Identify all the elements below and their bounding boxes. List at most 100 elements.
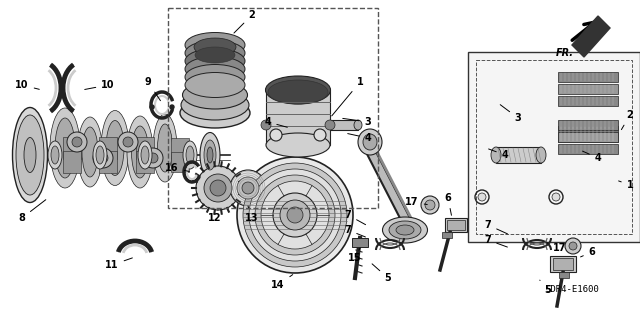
Text: 13: 13: [245, 206, 259, 223]
Bar: [558, 126, 618, 142]
Text: 10: 10: [84, 80, 115, 90]
Text: 7: 7: [344, 225, 365, 237]
Circle shape: [565, 238, 581, 254]
Circle shape: [270, 129, 282, 141]
Circle shape: [314, 129, 326, 141]
Ellipse shape: [389, 221, 421, 239]
Circle shape: [478, 193, 486, 201]
Text: 5: 5: [372, 264, 392, 283]
Text: 4: 4: [582, 151, 602, 163]
Ellipse shape: [48, 141, 62, 169]
Text: 14: 14: [271, 275, 292, 290]
Ellipse shape: [185, 64, 245, 90]
Ellipse shape: [200, 132, 220, 177]
Text: 7: 7: [484, 235, 508, 247]
Text: 3: 3: [343, 117, 371, 127]
Circle shape: [421, 196, 439, 214]
Ellipse shape: [141, 146, 149, 164]
Ellipse shape: [153, 114, 177, 182]
Text: 2: 2: [234, 10, 255, 33]
Circle shape: [150, 105, 154, 109]
Text: SDR4-E1600: SDR4-E1600: [545, 286, 599, 294]
Bar: [445, 218, 467, 232]
Bar: [266, 90, 330, 145]
Ellipse shape: [266, 133, 330, 157]
Circle shape: [123, 137, 133, 147]
Ellipse shape: [106, 121, 124, 175]
Text: FR.: FR.: [556, 48, 574, 58]
Circle shape: [287, 207, 303, 223]
Ellipse shape: [51, 146, 59, 164]
Circle shape: [237, 157, 353, 273]
Ellipse shape: [185, 41, 245, 65]
Bar: [553, 258, 573, 270]
Bar: [171, 138, 189, 158]
Text: 15: 15: [348, 248, 362, 263]
Ellipse shape: [540, 219, 570, 237]
Ellipse shape: [358, 129, 382, 155]
Bar: [558, 84, 618, 94]
Bar: [442, 232, 452, 238]
Text: 4: 4: [348, 133, 371, 143]
Bar: [550, 256, 576, 272]
Ellipse shape: [363, 134, 377, 150]
Bar: [558, 132, 618, 142]
Bar: [99, 137, 117, 159]
Bar: [352, 238, 368, 247]
Ellipse shape: [207, 147, 213, 163]
Text: 8: 8: [19, 200, 46, 223]
Text: 6: 6: [580, 247, 595, 257]
Circle shape: [237, 177, 259, 199]
Bar: [99, 151, 117, 173]
Circle shape: [552, 193, 560, 201]
Ellipse shape: [185, 48, 245, 73]
Ellipse shape: [127, 116, 153, 188]
Ellipse shape: [55, 118, 75, 178]
Text: 4: 4: [488, 149, 508, 160]
Bar: [447, 220, 465, 230]
Bar: [558, 96, 618, 106]
Circle shape: [143, 148, 163, 168]
Ellipse shape: [268, 80, 328, 104]
Bar: [496, 147, 541, 163]
Text: 17: 17: [548, 243, 567, 253]
Text: 2: 2: [621, 110, 634, 130]
Polygon shape: [572, 16, 610, 57]
Circle shape: [230, 170, 266, 206]
Ellipse shape: [13, 108, 47, 203]
Circle shape: [243, 163, 347, 267]
Text: 11: 11: [105, 258, 132, 270]
Circle shape: [261, 181, 329, 249]
Circle shape: [255, 175, 335, 255]
Text: 1: 1: [619, 180, 634, 190]
Ellipse shape: [183, 141, 197, 169]
Text: 9: 9: [145, 77, 161, 101]
Ellipse shape: [533, 215, 577, 241]
Text: 7: 7: [344, 210, 365, 225]
Bar: [136, 151, 154, 173]
Ellipse shape: [138, 141, 152, 169]
Text: 10: 10: [15, 80, 39, 90]
Text: 4: 4: [264, 117, 287, 127]
Circle shape: [249, 169, 341, 261]
Text: 1: 1: [332, 77, 364, 116]
Text: 7: 7: [484, 220, 508, 234]
Ellipse shape: [157, 124, 173, 172]
Bar: [468, 52, 640, 242]
Ellipse shape: [491, 147, 501, 163]
Bar: [476, 60, 632, 234]
Circle shape: [170, 105, 174, 109]
Ellipse shape: [131, 126, 148, 178]
Circle shape: [261, 120, 271, 130]
Circle shape: [273, 193, 317, 237]
Ellipse shape: [508, 115, 532, 141]
Circle shape: [196, 166, 240, 210]
Ellipse shape: [195, 47, 235, 63]
Ellipse shape: [181, 90, 249, 120]
Ellipse shape: [101, 110, 129, 186]
Circle shape: [210, 180, 226, 196]
Text: 6: 6: [445, 193, 451, 215]
Ellipse shape: [77, 117, 102, 187]
Ellipse shape: [383, 217, 428, 243]
Bar: [558, 120, 618, 130]
